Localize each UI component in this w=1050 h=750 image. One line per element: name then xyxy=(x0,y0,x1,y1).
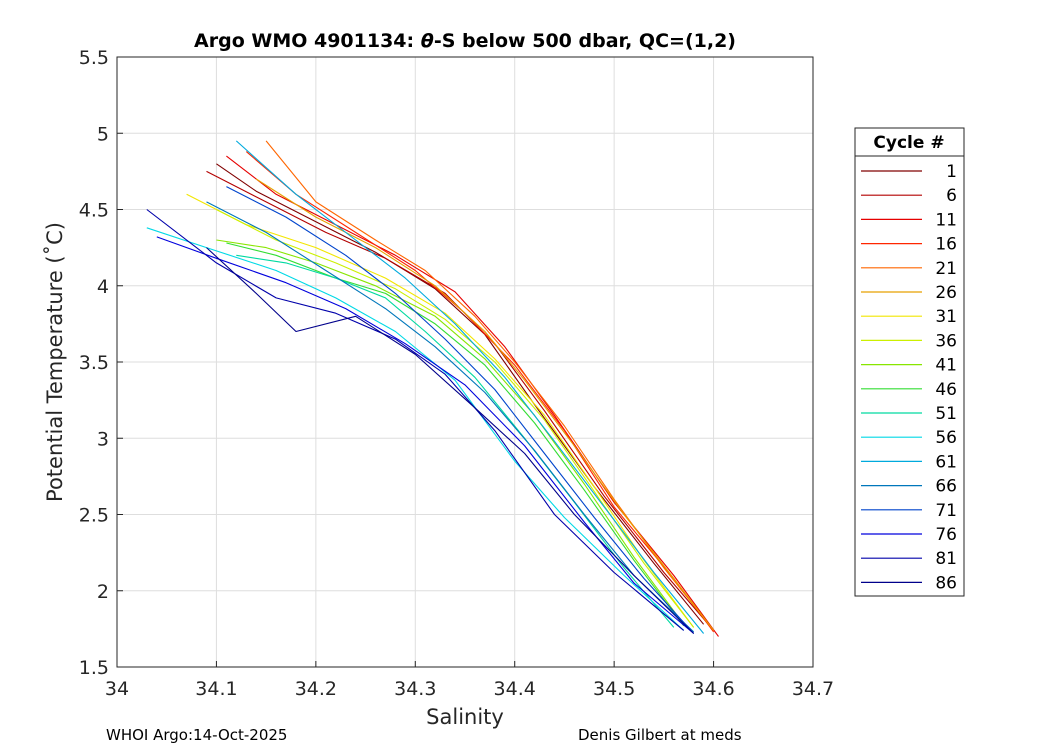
legend-label-cycle-31: 31 xyxy=(935,307,957,327)
series-line-cycle-31 xyxy=(186,193,695,628)
legend-label-cycle-86: 86 xyxy=(935,573,957,593)
x-tick-label: 34.2 xyxy=(295,678,337,700)
y-axis-label: Potential Temperature (˚C) xyxy=(43,222,67,502)
legend-label-cycle-11: 11 xyxy=(935,210,957,230)
y-tick-label: 5 xyxy=(97,123,109,145)
series-line-cycle-71 xyxy=(226,186,695,634)
title-prefix: Argo WMO 4901134: xyxy=(194,30,421,52)
x-tick-label: 34 xyxy=(105,678,129,700)
y-tick-label: 2.5 xyxy=(79,505,109,527)
series-line-cycle-16 xyxy=(245,151,715,633)
legend-label-cycle-41: 41 xyxy=(935,356,957,376)
legend-label-cycle-16: 16 xyxy=(935,235,957,255)
series-line-cycle-66 xyxy=(206,201,695,633)
legend-label-cycle-46: 46 xyxy=(935,380,957,400)
x-tick-label: 34.7 xyxy=(792,678,834,700)
legend-label-cycle-66: 66 xyxy=(935,477,957,497)
series-line-cycle-81 xyxy=(146,209,685,631)
x-tick-label: 34.3 xyxy=(394,678,436,700)
series-line-cycle-76 xyxy=(156,236,695,634)
legend-label-cycle-21: 21 xyxy=(935,259,957,279)
legend-label-cycle-36: 36 xyxy=(935,331,957,351)
x-tick-label: 34.1 xyxy=(195,678,237,700)
legend-label-cycle-56: 56 xyxy=(935,428,957,448)
y-tick-label: 4 xyxy=(97,276,109,298)
y-tick-label: 2 xyxy=(97,581,109,603)
series-line-cycle-41 xyxy=(216,239,685,625)
y-tick-label: 5.5 xyxy=(79,47,109,69)
footer-right: Denis Gilbert at meds xyxy=(578,726,742,744)
axis-ticks: 34 34.1 34.2 34.3 34.4 34.5 34.6 34.7 1.5 2 2.5 3 3.… xyxy=(79,47,834,700)
legend-label-cycle-76: 76 xyxy=(935,525,957,545)
series-lines xyxy=(146,140,719,637)
y-tick-label: 3.5 xyxy=(79,352,109,374)
legend-label-cycle-26: 26 xyxy=(935,283,957,303)
x-axis-label: Salinity xyxy=(426,705,504,729)
x-tick-label: 34.5 xyxy=(593,678,635,700)
y-tick-label: 1.5 xyxy=(79,657,109,679)
legend-label-cycle-61: 61 xyxy=(935,452,957,472)
legend-label-cycle-51: 51 xyxy=(935,404,957,424)
x-tick-label: 34.6 xyxy=(692,678,734,700)
series-line-cycle-11 xyxy=(226,155,719,637)
legend-label-cycle-1: 1 xyxy=(946,162,957,182)
x-tick-label: 34.4 xyxy=(494,678,536,700)
y-tick-label: 3 xyxy=(97,428,109,450)
series-line-cycle-1 xyxy=(216,163,705,625)
legend-label-cycle-81: 81 xyxy=(935,549,957,569)
footer-left: WHOI Argo:14-Oct-2025 xyxy=(106,726,288,744)
chart-title: Argo WMO 4901134: θ-S below 500 dbar, QC… xyxy=(194,30,736,52)
legend-box xyxy=(854,127,965,597)
legend-label-cycle-6: 6 xyxy=(946,186,957,206)
series-line-cycle-86 xyxy=(206,247,695,634)
series-line-cycle-51 xyxy=(236,254,675,628)
legend-label-cycle-71: 71 xyxy=(935,501,957,521)
series-line-cycle-56 xyxy=(146,227,685,631)
title-suffix: -S below 500 dbar, QC=(1,2) xyxy=(434,30,736,52)
y-tick-label: 4.5 xyxy=(79,200,109,222)
series-line-cycle-46 xyxy=(226,242,685,627)
title-theta: θ xyxy=(421,30,434,52)
series-line-cycle-61 xyxy=(235,140,705,634)
legend: Cycle # 16111621263136414651566166717681… xyxy=(854,127,965,597)
legend-title: Cycle # xyxy=(873,133,944,153)
